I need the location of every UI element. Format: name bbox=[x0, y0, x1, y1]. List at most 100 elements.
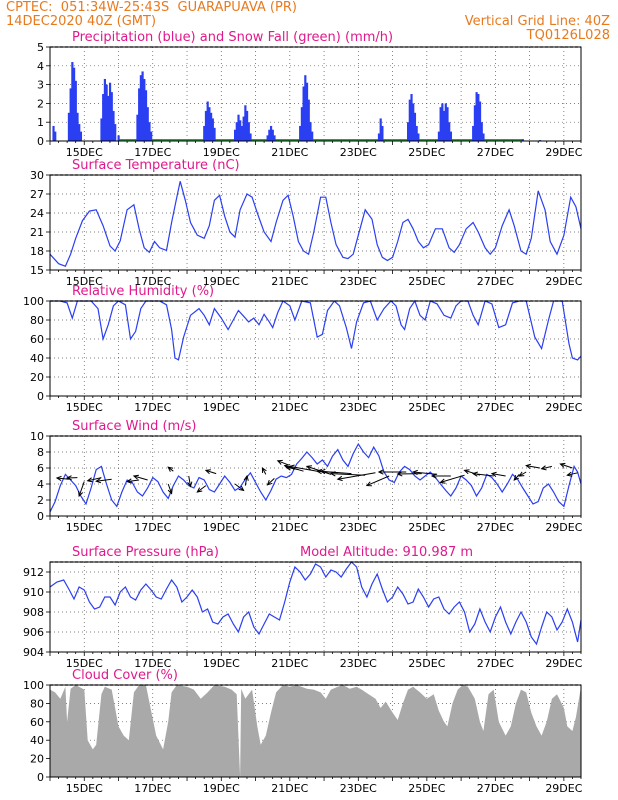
wind-arrow-shaft bbox=[284, 465, 304, 472]
precip-bar bbox=[269, 125, 273, 141]
wind-arrow-shaft bbox=[267, 478, 275, 486]
pres-xtick-label: 19DEC bbox=[203, 657, 240, 670]
rh-ytick-label: 60 bbox=[30, 333, 44, 346]
precip-bar bbox=[244, 105, 247, 141]
precip-bar bbox=[240, 125, 244, 141]
cloud-xtick-label: 19DEC bbox=[203, 782, 240, 795]
precip-bar bbox=[304, 75, 307, 141]
pres-ytick-label: 910 bbox=[23, 586, 44, 599]
precip-bar bbox=[406, 122, 410, 141]
precip-bar bbox=[67, 112, 71, 141]
wind-arrow-head bbox=[167, 488, 173, 495]
temp-xtick-label: 17DEC bbox=[134, 275, 171, 288]
wind-arrow-head bbox=[125, 478, 132, 484]
wind-arrow-head bbox=[439, 478, 446, 484]
pres-xtick-label: 17DEC bbox=[134, 657, 171, 670]
precip-bar bbox=[302, 86, 305, 141]
precip-bar bbox=[442, 110, 446, 141]
precip-title: Precipitation (blue) and Snow Fall (gree… bbox=[72, 30, 393, 45]
wind-arrow-shaft bbox=[366, 475, 390, 487]
wind-arrow-head bbox=[276, 459, 283, 465]
precip-bar bbox=[307, 99, 310, 141]
wind-arrow-head bbox=[238, 485, 245, 492]
wind-arrow-shaft bbox=[234, 483, 244, 491]
precip-bar bbox=[211, 118, 214, 141]
precip-bar bbox=[437, 131, 441, 141]
wind-arrow-shaft bbox=[289, 465, 318, 472]
precip-bar bbox=[417, 133, 420, 141]
cloud-ytick-label: 20 bbox=[30, 753, 44, 766]
wind-ytick-label: 8 bbox=[37, 446, 44, 459]
precip-xtick-label: 21DEC bbox=[271, 146, 308, 159]
wind-ytick-label: 10 bbox=[30, 430, 44, 443]
precip-ytick-label: 0 bbox=[37, 135, 44, 148]
pres-xtick-label: 27DEC bbox=[477, 657, 514, 670]
rh-panel: Relative Humidity (%) 0 20 40 60 80 100 15DEC 17… bbox=[23, 284, 583, 414]
wind-arrow-shaft bbox=[133, 475, 148, 481]
precip-bar bbox=[144, 90, 148, 141]
wind-arrow-head bbox=[336, 475, 343, 482]
wind-series-line bbox=[49, 442, 582, 513]
cloud-xtick-label: 27DEC bbox=[477, 782, 514, 795]
precip-bar bbox=[273, 135, 276, 141]
precip-ytick-label: 4 bbox=[37, 60, 44, 73]
precip-bar bbox=[449, 131, 453, 141]
pres-xtick-label: 23DEC bbox=[340, 657, 377, 670]
cloud-xtick-label: 17DEC bbox=[134, 782, 171, 795]
precip-bar bbox=[266, 135, 269, 141]
precip-frame bbox=[49, 46, 582, 142]
wind-arrow-head bbox=[167, 466, 174, 472]
wind-arrow-shaft bbox=[526, 465, 540, 469]
wind-arrow-shaft bbox=[541, 465, 552, 470]
precip-bar bbox=[143, 78, 146, 141]
wind-arrow-head bbox=[518, 471, 525, 477]
precip-bar bbox=[299, 125, 302, 141]
wind-arrow-head bbox=[316, 468, 323, 475]
wind-arrow-head bbox=[78, 490, 84, 498]
precip-bar bbox=[69, 88, 72, 141]
precip-bar bbox=[439, 107, 442, 141]
wind-arrow-head bbox=[132, 474, 139, 480]
cloud-ytick-label: 40 bbox=[30, 734, 44, 747]
rh-ytick-label: 40 bbox=[30, 352, 44, 365]
wind-arrow-head bbox=[377, 469, 384, 475]
cloud-xtick-label: 29DEC bbox=[545, 782, 582, 795]
wind-arrow-head bbox=[95, 478, 102, 484]
pres-ytick-label: 904 bbox=[23, 646, 44, 659]
wind-xtick-label: 29DEC bbox=[545, 521, 582, 534]
wind-arrow-shaft bbox=[56, 477, 69, 480]
precip-bar bbox=[473, 105, 476, 141]
pres-ytick-label: 908 bbox=[23, 606, 44, 619]
precip-bar bbox=[146, 107, 149, 141]
rh-xtick-label: 19DEC bbox=[203, 401, 240, 414]
cloud-xtick-label: 15DEC bbox=[66, 782, 103, 795]
precip-xtick-label: 27DEC bbox=[477, 146, 514, 159]
wind-arrow-shaft bbox=[560, 463, 573, 469]
temp-ytick-label: 21 bbox=[30, 226, 44, 239]
run-date-header: 14DEC2020 40Z (GMT) bbox=[6, 14, 157, 29]
wind-arrow-head bbox=[513, 475, 519, 481]
precip-bar bbox=[136, 114, 139, 141]
precip-bar bbox=[112, 110, 115, 141]
precip-bar bbox=[448, 122, 451, 141]
rh-xtick-label: 23DEC bbox=[340, 401, 377, 414]
precip-bar bbox=[247, 122, 250, 141]
cloud-xtick-label: 21DEC bbox=[271, 782, 308, 795]
pres-xtick-label: 25DEC bbox=[408, 657, 445, 670]
wind-arrow-head bbox=[329, 471, 336, 477]
precip-bar bbox=[79, 131, 83, 141]
wind-arrow-head bbox=[288, 464, 295, 470]
cloud-xtick-label: 25DEC bbox=[408, 782, 445, 795]
precip-bar bbox=[74, 80, 77, 141]
precip-bar bbox=[78, 124, 81, 141]
wind-arrow-shaft bbox=[87, 477, 102, 482]
wind-arrow-head bbox=[86, 477, 93, 483]
pres-xtick-label: 21DEC bbox=[271, 657, 308, 670]
precip-bar bbox=[413, 112, 417, 141]
wind-arrow-head bbox=[540, 465, 547, 471]
precip-bar bbox=[477, 94, 480, 141]
precip-bar bbox=[309, 122, 312, 141]
wind-arrow-shaft bbox=[167, 483, 173, 494]
wind-xtick-label: 15DEC bbox=[66, 521, 103, 534]
